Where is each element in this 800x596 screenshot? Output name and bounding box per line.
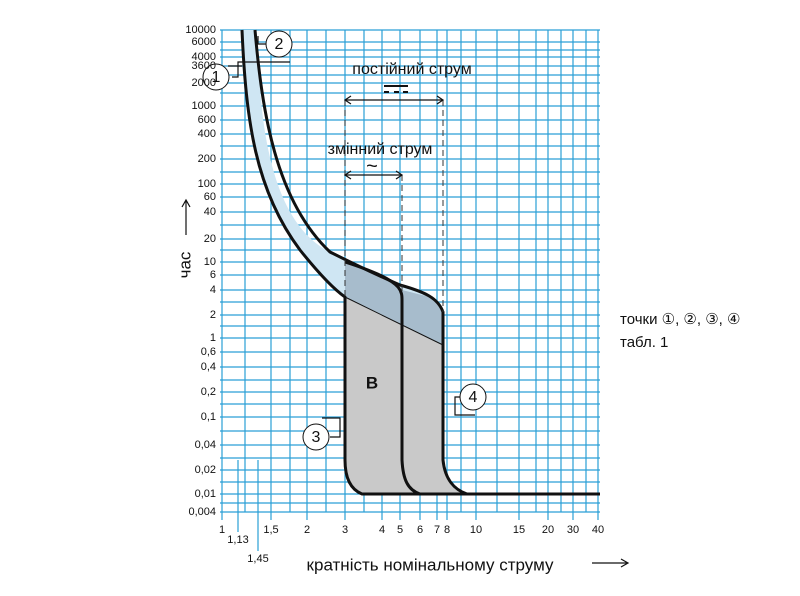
x-tick-label: 8 xyxy=(444,524,450,536)
y-tick-label: 2 xyxy=(210,309,216,321)
y-tick-label: 100 xyxy=(198,178,216,190)
y-tick-label: 4000 xyxy=(192,51,216,63)
dc-arrow xyxy=(343,95,445,105)
y-tick-label: 0,004 xyxy=(188,506,216,518)
point-label: 4 xyxy=(469,389,478,406)
y-tick-label: 0,1 xyxy=(201,411,216,423)
x-tick-label: 1 xyxy=(219,524,225,536)
point-marker xyxy=(202,63,230,91)
y-tick-label: 0,01 xyxy=(195,488,216,500)
y-tick-label: 10 xyxy=(204,256,216,268)
x-tick-label: 1,45 xyxy=(247,553,268,565)
x-tick-label: 10 xyxy=(470,524,482,536)
y-tick-label: 0,4 xyxy=(201,361,216,373)
y-tick-label: 0,02 xyxy=(195,464,216,476)
y-tick-label: 2000 xyxy=(192,77,216,89)
y-tick-label: 60 xyxy=(204,191,216,203)
leader xyxy=(257,36,266,45)
region-b xyxy=(345,297,465,494)
x-tick-label: 4 xyxy=(379,524,385,536)
y-tick-label: 1000 xyxy=(192,100,216,112)
x-tick-label: 6 xyxy=(417,524,423,536)
y-axis-label: час xyxy=(175,251,194,278)
y-tick-label: 600 xyxy=(198,114,216,126)
leader xyxy=(322,417,341,438)
point-marker xyxy=(459,383,487,411)
curve-lower xyxy=(240,29,600,496)
note-table: табл. 1 xyxy=(620,334,668,351)
x-tick-label: 15 xyxy=(513,524,525,536)
y-tick-label: 3600 xyxy=(192,60,216,72)
point-marker xyxy=(302,423,330,451)
x-tick-label: 1,13 xyxy=(227,534,248,546)
y-tick-label: 400 xyxy=(198,128,216,140)
x-tick-label: 1,5 xyxy=(263,524,278,536)
point-label: 3 xyxy=(312,429,321,446)
y-tick-label: 0,6 xyxy=(201,346,216,358)
x-tick-label: 20 xyxy=(542,524,554,536)
note: точки ①, ②, ③, ④ xyxy=(620,311,740,328)
y-tick-label: 40 xyxy=(204,206,216,218)
diagonal xyxy=(344,296,444,346)
x-tick-label: 30 xyxy=(567,524,579,536)
x-arrow xyxy=(592,558,630,568)
y-tick-label: 20 xyxy=(204,233,216,245)
leader xyxy=(454,396,475,416)
point-label: 1 xyxy=(212,69,221,86)
y-tick-label: 4 xyxy=(210,284,216,296)
ac-symbol: ~ xyxy=(366,155,378,177)
y-tick-label: 1 xyxy=(210,332,216,344)
dc-label: постійний струм xyxy=(352,61,471,78)
y-tick-label: 0,2 xyxy=(201,386,216,398)
point-marker xyxy=(265,30,293,58)
leader xyxy=(228,61,290,78)
y-tick-label: 0,04 xyxy=(195,439,216,451)
x-axis-label: кратність номінальному струму xyxy=(307,555,554,574)
y-arrow xyxy=(181,198,191,235)
curve-middle xyxy=(344,260,421,496)
x-tick-label: 7 xyxy=(434,524,440,536)
ac-arrow xyxy=(343,170,404,180)
dc-symbol xyxy=(384,85,408,93)
x-tick-label: 40 xyxy=(592,524,604,536)
ac-label: змінний струм xyxy=(328,141,433,158)
region-overlap xyxy=(345,262,443,345)
region-label: B xyxy=(366,373,378,392)
x-tick-label: 5 xyxy=(397,524,403,536)
point-label: 2 xyxy=(275,36,284,53)
y-tick-label: 6000 xyxy=(192,36,216,48)
y-tick-label: 10000 xyxy=(185,24,216,36)
x-tick-label: 2 xyxy=(304,524,310,536)
y-tick-label: 200 xyxy=(198,153,216,165)
y-tick-label: 6 xyxy=(210,269,216,281)
x-tick-label: 3 xyxy=(342,524,348,536)
